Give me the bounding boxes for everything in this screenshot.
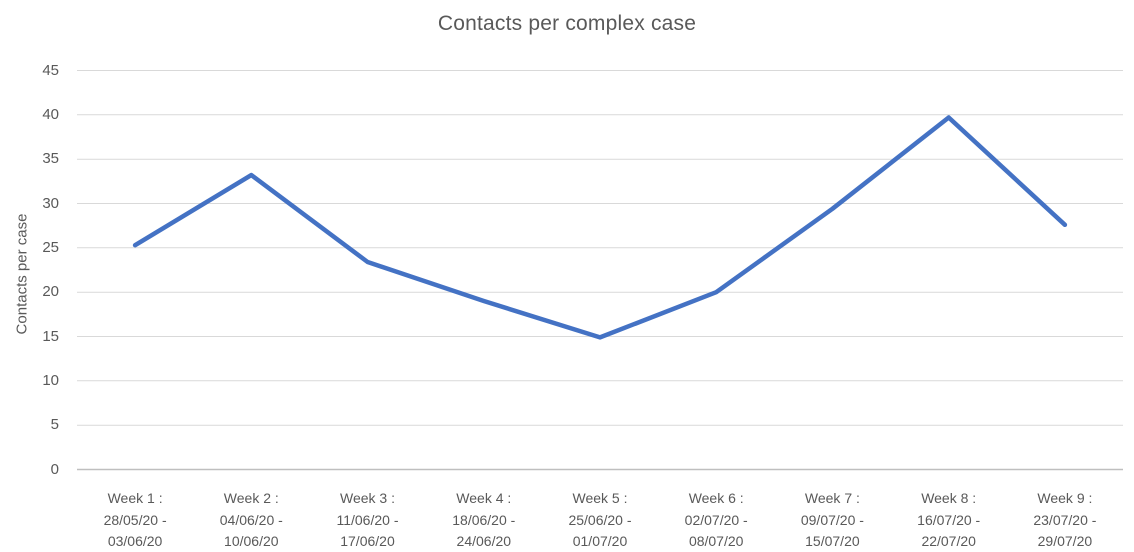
x-tick-label-line: 16/07/20 - [917, 511, 981, 528]
data-series-line [132, 115, 1068, 340]
y-tick-label: 40 [42, 105, 59, 123]
x-tick-label-line: 02/07/20 - [684, 511, 748, 528]
y-tick-label: 25 [42, 238, 59, 256]
x-tick-label: Week 2 : 04/06/20 - 10/06/20 [193, 488, 309, 552]
x-tick-label-line: 09/07/20 - [800, 511, 864, 528]
chart-title: Contacts per complex case [437, 12, 697, 35]
x-tick-label-line: Week 5 : [572, 490, 628, 506]
x-tick-label: Week 9 : 23/07/20 - 29/07/20 [1007, 488, 1123, 552]
y-tick-label: 45 [42, 61, 59, 79]
y-tick-label: 10 [42, 371, 59, 389]
x-tick-label: Week 6 : 02/07/20 - 08/07/20 [658, 488, 774, 552]
x-tick-label: Week 4 : 18/06/20 - 24/06/20 [426, 488, 542, 552]
x-tick-label-line: Week 6 : [688, 490, 744, 506]
x-tick-label-line: 15/07/20 [805, 533, 860, 549]
x-tick-label-line: 10/06/20 [224, 533, 279, 549]
x-tick-label-line: 04/06/20 - [219, 511, 283, 528]
x-tick-label: Week 8 : 16/07/20 - 22/07/20 [891, 488, 1007, 552]
x-tick-label: Week 3 : 11/06/20 - 17/06/20 [309, 488, 425, 552]
x-tick-label: Week 7 : 09/07/20 - 15/07/20 [774, 488, 890, 552]
x-tick-label-line: 03/06/20 [107, 533, 163, 549]
x-tick-label-line: 22/07/20 [921, 533, 976, 549]
x-tick-label-line: Week 3 : [339, 490, 395, 506]
x-tick-label: Week 5 : 25/06/20 - 01/07/20 [542, 488, 658, 552]
y-tick-label: 5 [50, 416, 59, 434]
y-tick-label: 35 [42, 150, 59, 168]
x-tick-label-line: 23/07/20 - [1033, 511, 1097, 528]
x-tick-label-line: 24/06/20 [456, 533, 512, 549]
y-tick-label: 20 [42, 283, 59, 301]
x-tick-label-line: Week 2 : [223, 490, 279, 506]
x-tick-label-line: 01/07/20 [572, 533, 628, 549]
x-tick-label-line: 18/06/20 - [452, 511, 516, 528]
x-tick-label: Week 1 : 28/05/20 - 03/06/20 [77, 488, 193, 552]
x-tick-label-line: Week 4 : [456, 490, 512, 506]
x-tick-label-line: 11/06/20 - [336, 511, 399, 528]
x-tick-label-line: 17/06/20 [340, 533, 395, 549]
x-tick-label-line: 28/05/20 - [103, 511, 167, 528]
x-tick-label-line: Week 9 : [1037, 490, 1093, 506]
x-tick-label-line: Week 7 : [804, 490, 860, 506]
y-tick-label: 15 [42, 327, 59, 345]
y-tick-label: 0 [50, 460, 59, 478]
x-tick-label-line: Week 8 : [921, 490, 977, 506]
x-tick-label-line: 25/06/20 - [568, 511, 632, 528]
x-tick-label-line: 29/07/20 [1037, 533, 1093, 549]
x-tick-label-line: Week 1 : [107, 490, 163, 506]
y-tick-label: 30 [42, 194, 59, 212]
x-tick-label-line: 08/07/20 [688, 533, 744, 549]
